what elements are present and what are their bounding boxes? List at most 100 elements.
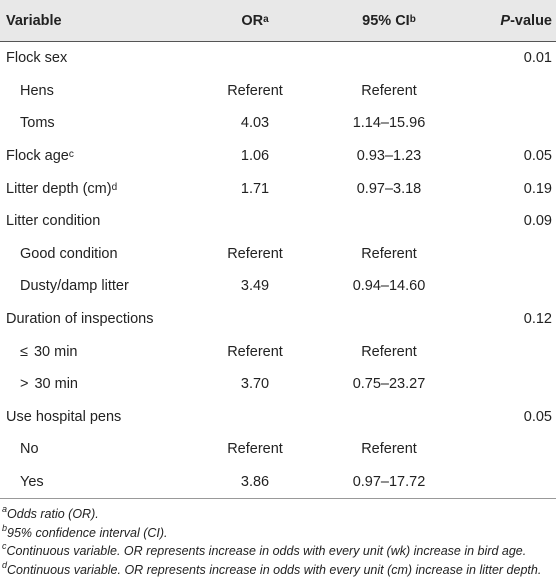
- header-p-italic: P: [500, 12, 511, 29]
- table-row: ≤30 min Referent Referent: [0, 335, 556, 368]
- footnote: b95% confidence interval (CI).: [2, 522, 554, 543]
- header-or: OR a: [241, 12, 269, 29]
- cell-ci: 0.97–3.18: [356, 180, 422, 197]
- table-row: Yes 3.86 0.97–17.72: [0, 466, 556, 499]
- footnote-text: Odds ratio (OR).: [7, 507, 99, 522]
- comparison-symbol: ≤: [20, 343, 28, 360]
- header-ci: 95% CI b: [362, 12, 416, 29]
- cell-variable: Litter condition: [6, 205, 100, 238]
- variable-label: Toms: [20, 115, 55, 132]
- table-row: Good condition Referent Referent: [0, 238, 556, 271]
- cell-or: 3.70: [240, 376, 270, 393]
- cell-variable: Litter depth (cm) d: [6, 180, 118, 197]
- cell-ci: [315, 205, 463, 238]
- cell-variable: Hens: [20, 75, 54, 108]
- cell-or: 3.86: [240, 474, 270, 491]
- cell-variable: Use hospital pens: [6, 401, 121, 434]
- footnote-text: 95% confidence interval (CI).: [7, 525, 168, 540]
- cell-ci: 0.97–17.72: [352, 474, 426, 491]
- table-row: Dusty/damp litter 3.49 0.94–14.60: [0, 270, 556, 303]
- variable-label: Flock age: [6, 148, 69, 165]
- variable-label: Use hospital pens: [6, 408, 122, 425]
- cell-ci: 0.75–23.27: [352, 376, 426, 393]
- header-p-value: P -value: [500, 0, 552, 41]
- cell-ci: Referent: [361, 343, 417, 360]
- footnote-text: Continuous variable. OR represents incre…: [7, 562, 542, 577]
- table-row: Litter condition 0.09: [0, 205, 556, 238]
- footnote-mark: c: [2, 541, 7, 552]
- variable-label: Flock sex: [6, 50, 68, 67]
- table-row: Use hospital pens 0.05: [0, 401, 556, 434]
- cell-variable: Toms: [20, 107, 55, 140]
- footnotes: aOdds ratio (OR). b95% confidence interva…: [0, 499, 556, 579]
- cell-or: Referent: [227, 441, 283, 458]
- header-rule: [0, 41, 556, 42]
- cell-p-value: 0.09: [523, 213, 552, 230]
- header-p-rest: -value: [510, 12, 552, 29]
- variable-label: Duration of inspections: [6, 311, 154, 328]
- variable-label: Yes: [20, 474, 44, 491]
- footnote-mark: b: [2, 522, 8, 533]
- table-bottom-rule: [0, 498, 556, 500]
- header-ci-label: 95% CI: [362, 12, 410, 29]
- cell-or: Referent: [227, 343, 283, 360]
- table-header: Variable OR a 95% CI b P -value: [0, 0, 556, 41]
- variable-label: No: [20, 441, 39, 458]
- table-row: Toms 4.03 1.14–15.96: [0, 107, 556, 140]
- cell-or: [181, 205, 329, 238]
- table-row: Flock age c 1.06 0.93–1.23 0.05: [0, 140, 556, 173]
- cell-p-value: 0.05: [523, 148, 552, 165]
- cell-or: 4.03: [240, 115, 270, 132]
- table-row: >30 min 3.70 0.75–23.27: [0, 368, 556, 401]
- variable-label: Hens: [20, 82, 54, 99]
- cell-or: 1.06: [240, 148, 270, 165]
- header-variable-label: Variable: [6, 12, 62, 29]
- cell-variable: Good condition: [20, 238, 118, 271]
- cell-ci: [315, 42, 463, 75]
- footnote: cContinuous variable. OR represents incr…: [2, 542, 554, 561]
- cell-or: 1.71: [240, 180, 270, 197]
- variable-label: 30 min: [33, 343, 78, 360]
- cell-ci: 0.93–1.23: [356, 148, 422, 165]
- cell-p-value: 0.01: [523, 50, 552, 67]
- cell-variable: Flock age c: [6, 148, 74, 165]
- header-or-label: OR: [241, 12, 264, 29]
- cell-variable: >30 min: [20, 368, 78, 401]
- cell-ci: 1.14–15.96: [352, 115, 426, 132]
- cell-variable: Yes: [20, 466, 44, 499]
- cell-variable: No: [20, 433, 39, 466]
- cell-variable: ≤30 min: [20, 335, 78, 368]
- cell-ci: Referent: [361, 82, 417, 99]
- comparison-symbol: >: [20, 376, 29, 393]
- table-row: Flock sex 0.01: [0, 42, 556, 75]
- variable-label: Litter condition: [6, 213, 101, 230]
- table-row: No Referent Referent: [0, 433, 556, 466]
- cell-ci: Referent: [361, 245, 417, 262]
- cell-variable: Flock sex: [6, 42, 67, 75]
- cell-variable: Duration of inspections: [6, 303, 154, 336]
- cell-or: [181, 303, 329, 336]
- cell-p-value: 0.12: [523, 311, 552, 328]
- cell-or: Referent: [227, 245, 283, 262]
- cell-p-value: 0.05: [523, 408, 552, 425]
- cell-variable: Dusty/damp litter: [20, 270, 129, 303]
- cell-or: Referent: [227, 82, 283, 99]
- footnote: dContinuous variable. OR represents incr…: [2, 560, 554, 579]
- table-row: Duration of inspections 0.12: [0, 303, 556, 336]
- cell-p-value: 0.19: [523, 180, 552, 197]
- variable-label: 30 min: [34, 376, 78, 393]
- cell-or: 3.49: [240, 278, 270, 295]
- footnote: aOdds ratio (OR).: [2, 505, 554, 524]
- table-row: Litter depth (cm) d 1.71 0.97–3.18 0.19: [0, 172, 556, 205]
- table-row: Hens Referent Referent: [0, 75, 556, 108]
- cell-ci: [315, 401, 463, 434]
- variable-label: Good condition: [20, 245, 118, 262]
- cell-or: [181, 42, 329, 75]
- cell-or: [181, 401, 329, 434]
- footnote-mark: a: [2, 504, 8, 515]
- cell-ci: Referent: [361, 441, 417, 458]
- header-variable: Variable: [6, 0, 62, 41]
- variable-label: Dusty/damp litter: [20, 278, 129, 295]
- footnote-text: Continuous variable. OR represents incre…: [6, 544, 527, 559]
